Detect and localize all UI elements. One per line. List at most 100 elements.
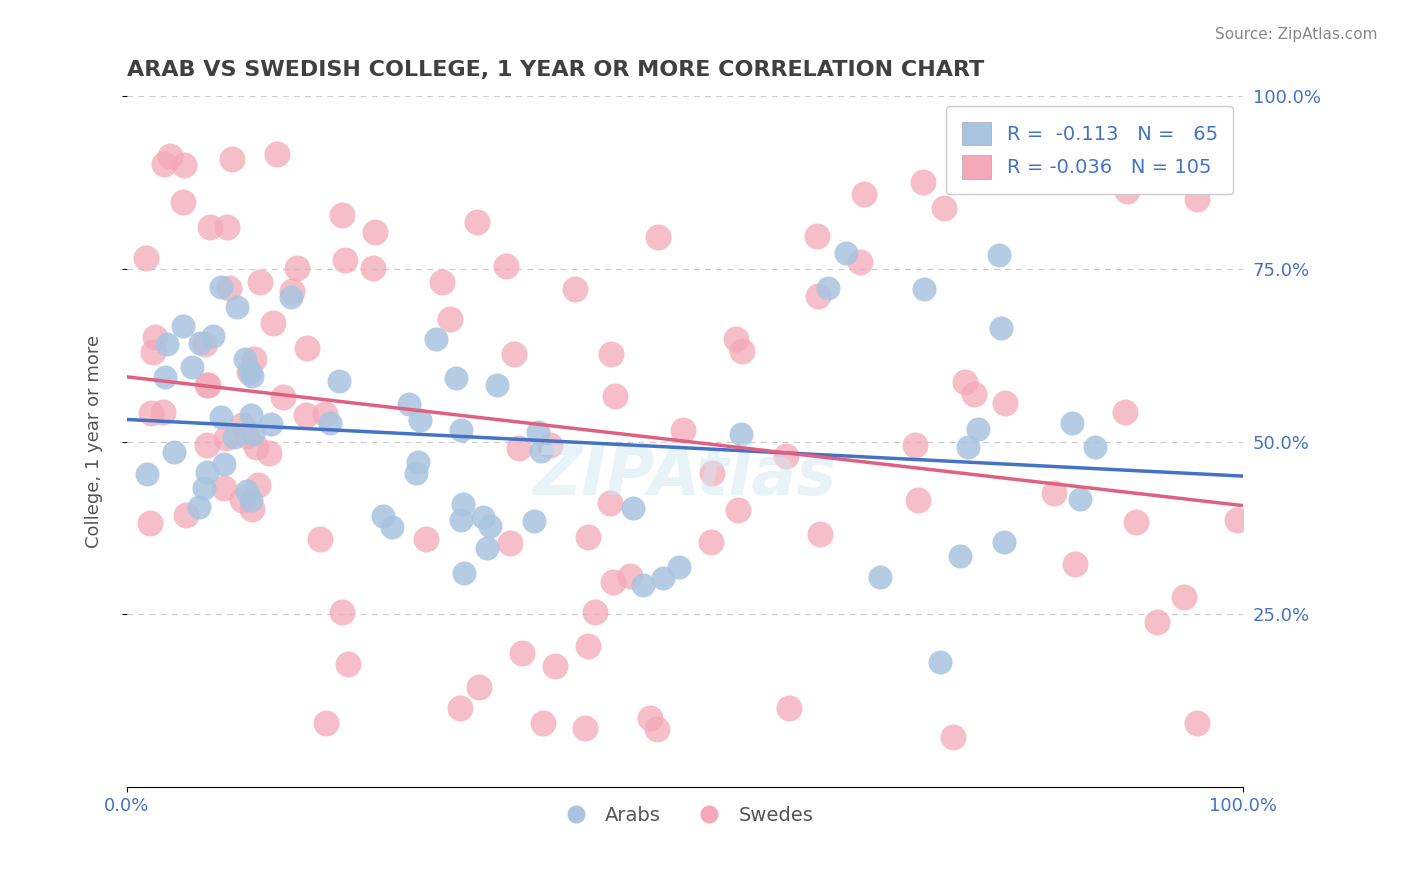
Point	[1043, 486, 1066, 500]
Point	[215, 431, 238, 445]
Point	[195, 438, 218, 452]
Point	[280, 290, 302, 304]
Point	[240, 369, 263, 384]
Point	[262, 317, 284, 331]
Point	[172, 194, 194, 209]
Point	[1084, 440, 1107, 454]
Point	[475, 541, 498, 555]
Point	[231, 492, 253, 507]
Point	[142, 345, 165, 359]
Point	[853, 187, 876, 202]
Point	[527, 425, 550, 439]
Point	[508, 441, 530, 455]
Point	[966, 422, 988, 436]
Point	[619, 569, 641, 583]
Point	[1173, 590, 1195, 604]
Point	[233, 352, 256, 367]
Point	[195, 466, 218, 480]
Point	[775, 450, 797, 464]
Point	[432, 275, 454, 289]
Point	[136, 467, 159, 481]
Point	[564, 282, 586, 296]
Point	[409, 413, 432, 427]
Point	[530, 443, 553, 458]
Point	[153, 157, 176, 171]
Point	[281, 284, 304, 298]
Point	[271, 390, 294, 404]
Point	[197, 377, 219, 392]
Point	[319, 417, 342, 431]
Point	[212, 482, 235, 496]
Point	[451, 497, 474, 511]
Point	[472, 509, 495, 524]
Point	[849, 255, 872, 269]
Point	[942, 730, 965, 744]
Point	[260, 417, 283, 432]
Point	[398, 397, 420, 411]
Point	[155, 369, 177, 384]
Point	[531, 716, 554, 731]
Point	[202, 329, 225, 343]
Point	[621, 501, 644, 516]
Point	[724, 332, 747, 346]
Point	[215, 219, 238, 234]
Point	[405, 466, 427, 480]
Point	[450, 423, 472, 437]
Point	[911, 175, 934, 189]
Point	[778, 701, 800, 715]
Point	[538, 438, 561, 452]
Y-axis label: College, 1 year or more: College, 1 year or more	[86, 335, 103, 549]
Point	[647, 230, 669, 244]
Point	[257, 446, 280, 460]
Point	[195, 378, 218, 392]
Point	[152, 405, 174, 419]
Point	[236, 483, 259, 498]
Point	[468, 680, 491, 694]
Point	[328, 374, 350, 388]
Point	[315, 716, 337, 731]
Point	[226, 301, 249, 315]
Point	[990, 321, 1012, 335]
Point	[162, 445, 184, 459]
Point	[1114, 405, 1136, 419]
Point	[963, 387, 986, 401]
Point	[239, 408, 262, 422]
Point	[987, 248, 1010, 262]
Point	[574, 721, 596, 735]
Point	[672, 423, 695, 437]
Point	[912, 282, 935, 296]
Point	[479, 518, 502, 533]
Point	[406, 455, 429, 469]
Point	[993, 534, 1015, 549]
Point	[193, 481, 215, 495]
Point	[1187, 192, 1209, 206]
Point	[246, 478, 269, 492]
Point	[209, 280, 232, 294]
Point	[415, 533, 437, 547]
Point	[652, 571, 675, 585]
Point	[242, 426, 264, 441]
Point	[439, 311, 461, 326]
Point	[361, 261, 384, 276]
Point	[702, 466, 724, 480]
Point	[599, 496, 621, 510]
Point	[1146, 615, 1168, 630]
Point	[495, 260, 517, 274]
Point	[221, 152, 243, 166]
Point	[602, 575, 624, 590]
Point	[808, 526, 831, 541]
Point	[174, 508, 197, 523]
Point	[600, 347, 623, 361]
Point	[953, 375, 976, 389]
Point	[295, 342, 318, 356]
Point	[633, 578, 655, 592]
Point	[453, 566, 475, 580]
Point	[834, 246, 856, 260]
Point	[465, 215, 488, 229]
Point	[949, 549, 972, 563]
Point	[668, 560, 690, 574]
Point	[1226, 513, 1249, 527]
Point	[333, 252, 356, 267]
Point	[364, 225, 387, 239]
Point	[245, 440, 267, 454]
